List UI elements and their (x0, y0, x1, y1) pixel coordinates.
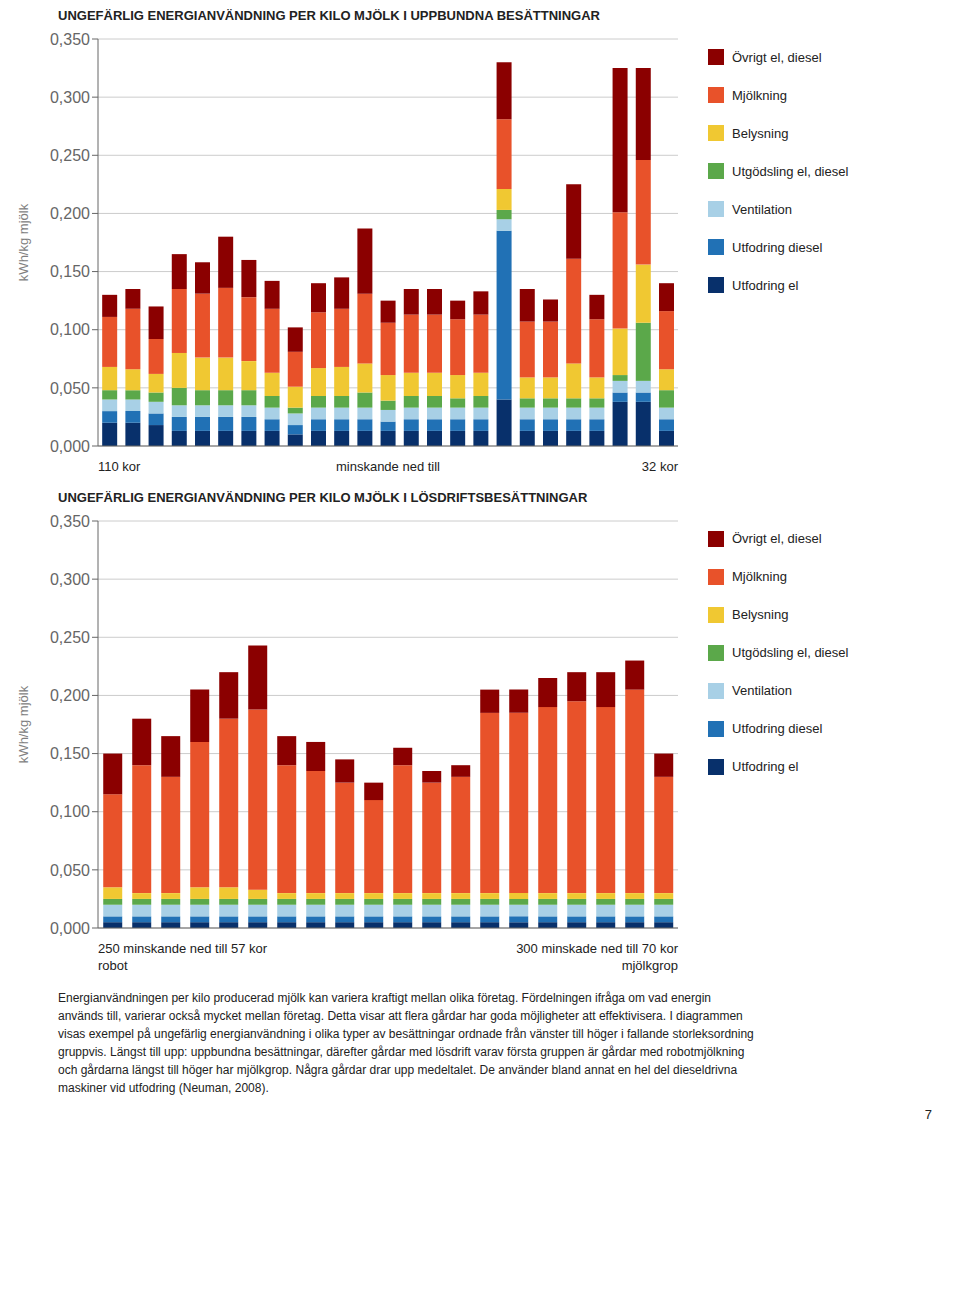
html-text:300 minskade ned till 70 kor m: 300 minskade ned till 70 kor mjölkgrop (516, 940, 678, 973)
html-text:minskande ned till: minskande ned till (336, 459, 440, 474)
html-text:Belysning: Belysning (732, 607, 789, 623)
svg-text:0,100: 0,100 (50, 803, 90, 820)
svg-text:0,150: 0,150 (50, 745, 90, 762)
html-text:Energianvändningen per kilo pr: Energianvändningen per kilo producerad m… (58, 990, 754, 1095)
html-text:Utfodring el: Utfodring el (732, 277, 799, 293)
svg-text:kWh/kg mjölk: kWh/kg mjölk (16, 685, 31, 763)
svg-text:0,300: 0,300 (50, 571, 90, 588)
html-text:110 kor: 110 kor (98, 459, 141, 474)
svg-text:0,250: 0,250 (50, 147, 90, 164)
svg-text:0,250: 0,250 (50, 629, 90, 646)
html-text:Utfodring diesel: Utfodring diesel (732, 239, 823, 255)
svg-text:0,050: 0,050 (50, 861, 90, 878)
svg-text:0,000: 0,000 (50, 920, 90, 937)
svg-text:0,100: 0,100 (50, 321, 90, 338)
svg-text:0,150: 0,150 (50, 263, 90, 280)
svg-text:0,300: 0,300 (50, 89, 90, 106)
svg-text:0,000: 0,000 (50, 438, 90, 455)
html-text:Övrigt el, diesel: Övrigt el, diesel (732, 531, 822, 547)
html-text:Utfodring diesel: Utfodring diesel (732, 721, 823, 737)
html-text:32 kor: 32 kor (641, 459, 678, 474)
svg-text:0,200: 0,200 (50, 205, 90, 222)
html-text:Ventilation: Ventilation (732, 201, 792, 217)
svg-text:0,350: 0,350 (50, 31, 90, 48)
svg-text:0,200: 0,200 (50, 687, 90, 704)
html-text:Utgödsling el, diesel: Utgödsling el, diesel (732, 163, 849, 179)
html-text:Utfodring el: Utfodring el (732, 759, 799, 775)
html-text:UNGEFÄRLIG ENERGIANVÄNDNING PE: UNGEFÄRLIG ENERGIANVÄNDNING PER KILO MJÖ… (58, 8, 600, 23)
html-text:Belysning: Belysning (732, 125, 789, 141)
html-text:UNGEFÄRLIG ENERGIANVÄNDNING PE: UNGEFÄRLIG ENERGIANVÄNDNING PER KILO MJÖ… (58, 489, 588, 505)
html-text:Ventilation: Ventilation (732, 683, 792, 699)
html-text:Övrigt el, diesel: Övrigt el, diesel (732, 49, 822, 65)
svg-text:0,050: 0,050 (50, 380, 90, 397)
html-text:Mjölkning: Mjölkning (732, 87, 787, 103)
html-text:250 minskande ned till 57 kor: 250 minskande ned till 57 kor robot (98, 940, 268, 973)
svg-text:0,350: 0,350 (50, 513, 90, 530)
html-text:Mjölkning: Mjölkning (732, 569, 787, 585)
svg-text:kWh/kg mjölk: kWh/kg mjölk (16, 203, 31, 281)
html-text:Utgödsling el, diesel: Utgödsling el, diesel (732, 645, 849, 661)
html-text:7: 7 (924, 1106, 932, 1122)
